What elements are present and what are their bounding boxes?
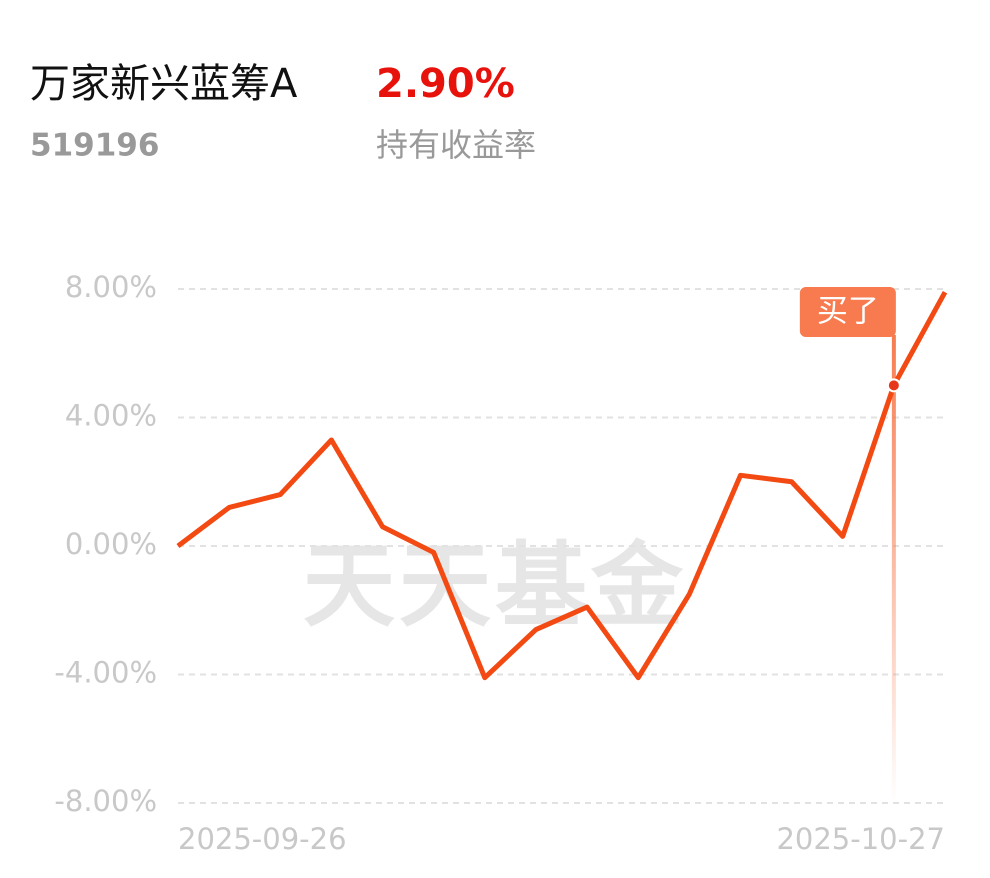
x-tick-label: 2025-09-26 xyxy=(178,822,347,856)
buy-point xyxy=(886,378,901,393)
y-tick-label: -8.00% xyxy=(54,784,157,818)
buy-line xyxy=(891,335,896,803)
fund-code: 519196 xyxy=(30,128,159,164)
y-tick-label: 8.00% xyxy=(65,270,157,304)
return-label: 持有收益率 xyxy=(376,126,536,164)
data-line xyxy=(176,291,948,681)
fund-title: 万家新兴蓝筹A xyxy=(30,61,298,107)
watermark: 天天基金 xyxy=(303,532,687,639)
buy-label: 买了 xyxy=(817,294,879,330)
y-tick-label: 0.00% xyxy=(65,527,157,561)
return-value: 2.90% xyxy=(376,61,515,107)
buy-badge xyxy=(799,287,896,337)
y-tick-label: 4.00% xyxy=(65,399,157,433)
y-tick-label: -4.00% xyxy=(54,656,157,690)
x-tick-label: 2025-10-27 xyxy=(776,822,945,856)
